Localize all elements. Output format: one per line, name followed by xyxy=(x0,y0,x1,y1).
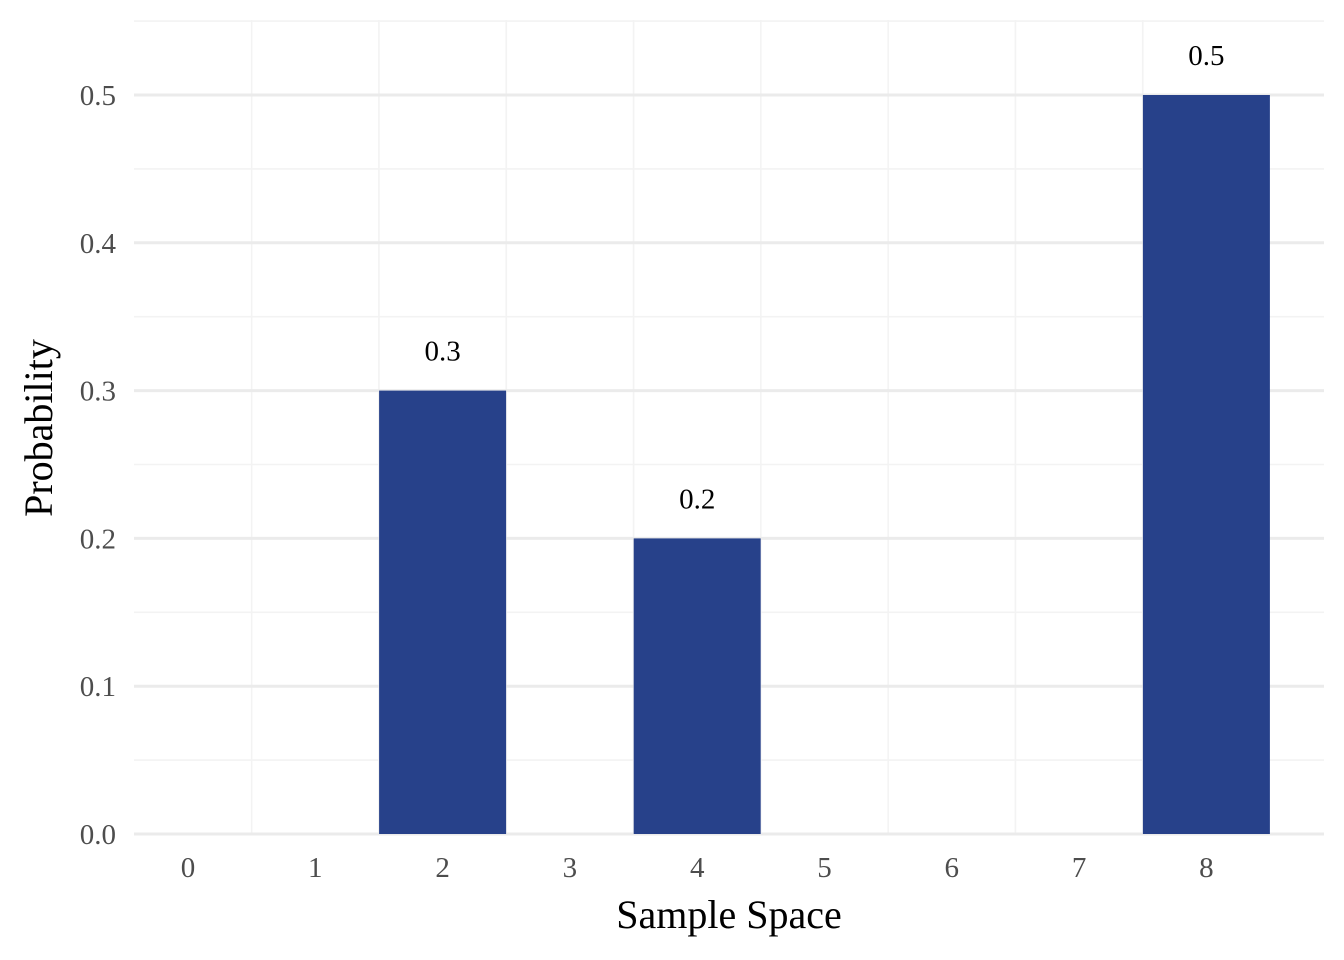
y-tick-label: 0.5 xyxy=(80,80,116,112)
x-tick-label: 5 xyxy=(817,852,832,884)
x-tick-label: 6 xyxy=(945,852,960,884)
data-label-2: 0.3 xyxy=(424,336,460,368)
x-tick-label: 3 xyxy=(563,852,578,884)
bars-layer xyxy=(379,95,1270,834)
x-axis-ticks: 0 1 2 3 4 5 6 7 8 xyxy=(181,852,1214,884)
data-label-8: 0.5 xyxy=(1188,40,1224,72)
y-tick-label: 0.0 xyxy=(80,819,116,851)
data-labels-layer: 0.3 0.2 0.5 xyxy=(424,40,1224,515)
bar-8 xyxy=(1142,95,1270,834)
x-tick-label: 4 xyxy=(690,852,705,884)
y-axis-title: Probability xyxy=(16,339,61,517)
y-tick-label: 0.1 xyxy=(80,671,116,703)
y-tick-label: 0.3 xyxy=(80,376,116,408)
bar-2 xyxy=(379,390,507,834)
x-axis-title: Sample Space xyxy=(616,892,842,937)
y-tick-label: 0.2 xyxy=(80,523,116,555)
x-tick-label: 8 xyxy=(1199,852,1214,884)
bar-4 xyxy=(633,538,761,834)
data-label-4: 0.2 xyxy=(679,483,715,515)
x-tick-label: 7 xyxy=(1072,852,1087,884)
x-tick-label: 0 xyxy=(181,852,196,884)
x-tick-label: 1 xyxy=(308,852,323,884)
y-axis-ticks: 0.0 0.1 0.2 0.3 0.4 0.5 xyxy=(80,80,117,851)
y-tick-label: 0.4 xyxy=(80,228,117,260)
x-tick-label: 2 xyxy=(435,852,450,884)
